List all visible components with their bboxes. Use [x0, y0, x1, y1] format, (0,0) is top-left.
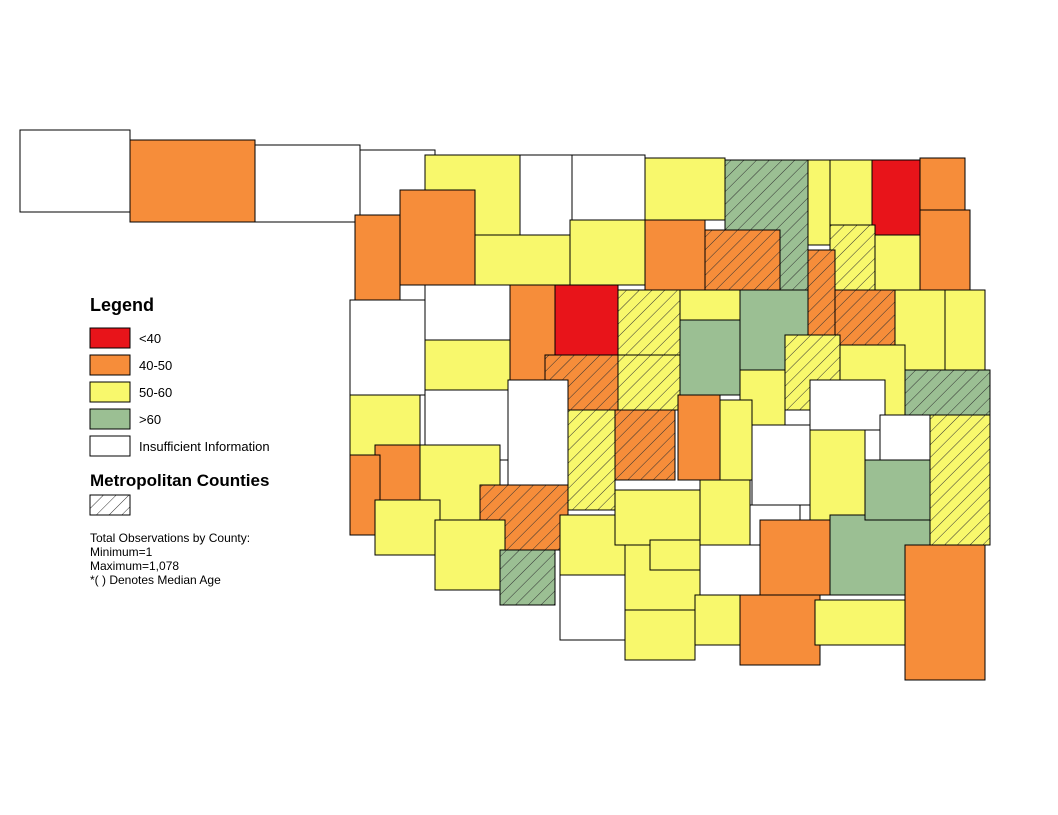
- county: [19, 129, 131, 213]
- county: [807, 159, 831, 246]
- metro-swatch: [89, 494, 131, 516]
- metro-hatch: [617, 354, 681, 411]
- county: [814, 599, 906, 646]
- county: [374, 499, 441, 556]
- legend-swatch: [89, 354, 131, 376]
- county: [871, 159, 921, 236]
- county: [424, 284, 511, 341]
- county: [699, 479, 751, 546]
- county: [904, 544, 986, 681]
- county: [751, 424, 811, 506]
- county: [739, 594, 821, 666]
- legend-swatch: [89, 381, 131, 403]
- county: [694, 594, 741, 646]
- county: [424, 339, 511, 391]
- legend-label: 50-60: [139, 385, 172, 400]
- metro-hatch: [704, 229, 781, 291]
- metro-hatch: [929, 414, 991, 546]
- county: [829, 159, 873, 226]
- metro-hatch: [614, 409, 676, 481]
- legend-title: Legend: [90, 295, 154, 315]
- county: [644, 219, 706, 291]
- metro-hatch: [567, 409, 616, 511]
- county: [507, 379, 569, 486]
- legend-swatch: [89, 408, 131, 430]
- county: [399, 189, 476, 286]
- county: [571, 154, 646, 221]
- county: [349, 299, 426, 396]
- metro-hatch: [834, 289, 896, 346]
- note: Minimum=1: [90, 545, 153, 559]
- legend-swatch: [89, 435, 131, 457]
- county: [559, 574, 626, 641]
- county: [554, 284, 619, 356]
- note: *( ) Denotes Median Age: [90, 573, 221, 587]
- county: [809, 379, 886, 431]
- county: [374, 444, 421, 501]
- county: [129, 139, 256, 223]
- metro-hatch: [904, 369, 991, 421]
- county: [719, 399, 753, 481]
- county: [874, 234, 921, 301]
- county: [759, 519, 831, 596]
- legend-label: Insufficient Information: [139, 439, 270, 454]
- county: [864, 459, 931, 521]
- county: [809, 429, 866, 531]
- legend-label: 40-50: [139, 358, 172, 373]
- counties: [19, 129, 991, 681]
- metro-hatch: [829, 224, 876, 301]
- county: [679, 319, 741, 396]
- metro-hatch: [807, 249, 836, 336]
- county: [624, 609, 696, 661]
- county: [614, 489, 701, 546]
- metro-hatch: [499, 549, 556, 606]
- legend-label: <40: [139, 331, 161, 346]
- county: [677, 394, 721, 481]
- note: Total Observations by County:: [90, 531, 250, 545]
- county: [644, 157, 726, 221]
- county: [569, 219, 646, 286]
- county: [944, 289, 986, 371]
- county: [254, 144, 361, 223]
- legend-label: >60: [139, 412, 161, 427]
- legend-swatch: [89, 327, 131, 349]
- county: [434, 519, 506, 591]
- county: [519, 154, 573, 241]
- county: [919, 209, 971, 291]
- county: [679, 289, 741, 321]
- county: [649, 539, 701, 571]
- county: [474, 234, 571, 286]
- metro-hatch: [617, 289, 681, 356]
- county: [919, 157, 966, 211]
- metro-title: Metropolitan Counties: [90, 471, 269, 490]
- note: Maximum=1,078: [90, 559, 179, 573]
- legend: Legend Metropolitan Counties <40 40-50 50-…: [89, 295, 270, 587]
